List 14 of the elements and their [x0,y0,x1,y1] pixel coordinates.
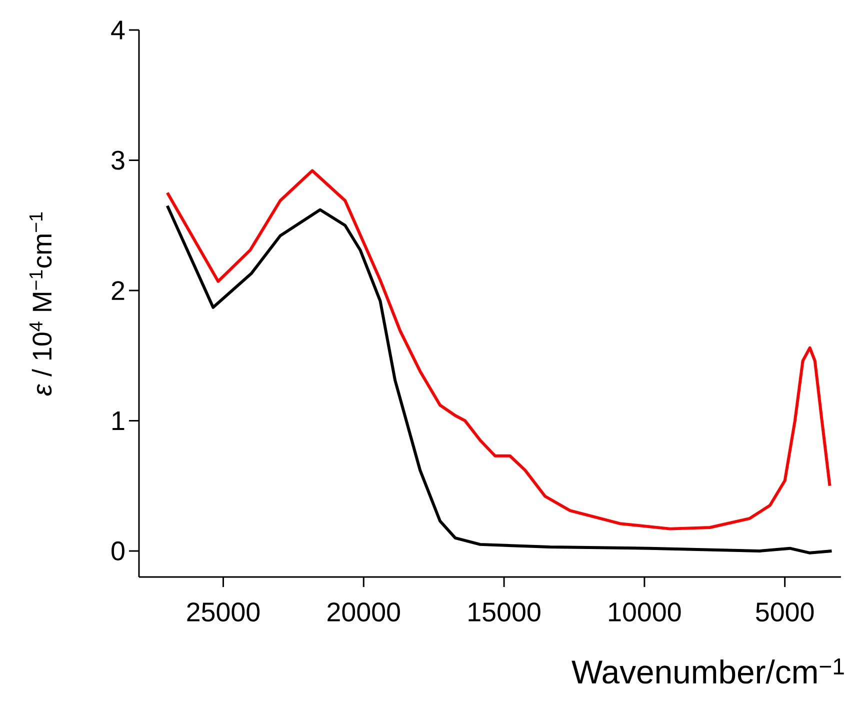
line-series [166,169,832,530]
x-tick-label: 20000 [328,602,400,622]
y-tick-label: 1 [112,411,124,430]
y-tick-label: 0 [112,541,124,560]
y-tick-label: 4 [111,20,125,40]
line-series [166,204,834,554]
x-tick-label: 10000 [609,602,681,622]
y-tick-label: 2 [112,281,124,300]
x-axis-title: Wavenumber/cm$^{−1}$ [572,658,844,684]
y-tick-label: 3 [112,150,124,170]
y-axis-title: ε / 10$^{4}$ M$^{−1}$cm$^{−1}$ [29,212,52,396]
x-tick-label: 15000 [468,602,540,622]
x-tick-label: 25000 [187,602,260,622]
x-tick-label: 5000 [756,602,814,622]
